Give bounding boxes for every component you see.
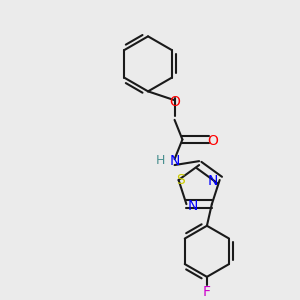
Text: N: N [208, 175, 218, 188]
Text: H: H [156, 154, 166, 167]
Text: O: O [169, 95, 180, 109]
Text: N: N [188, 199, 199, 213]
Text: F: F [203, 285, 211, 299]
Text: S: S [176, 172, 185, 187]
Text: N: N [169, 154, 180, 168]
Text: O: O [207, 134, 218, 148]
